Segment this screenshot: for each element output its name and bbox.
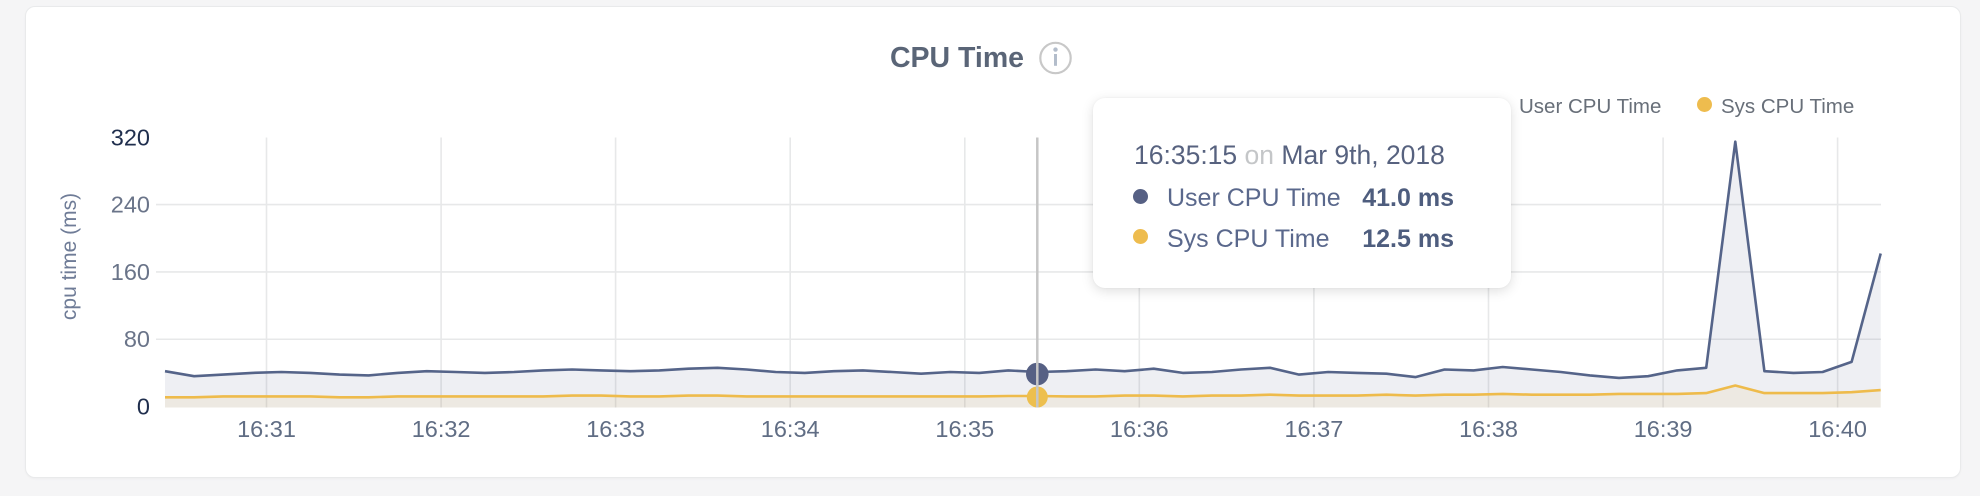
svg-text:16:34: 16:34 (761, 416, 820, 442)
svg-text:16:33: 16:33 (586, 416, 645, 442)
svg-text:cpu time (ms): cpu time (ms) (58, 193, 81, 320)
svg-text:0: 0 (137, 394, 150, 420)
svg-text:16:37: 16:37 (1284, 416, 1343, 442)
svg-text:16:39: 16:39 (1634, 416, 1693, 442)
svg-text:16:32: 16:32 (412, 416, 471, 442)
svg-text:16:31: 16:31 (237, 416, 296, 442)
svg-text:CPU Time: CPU Time (890, 42, 1024, 74)
svg-text:16:38: 16:38 (1459, 416, 1518, 442)
svg-text:240: 240 (111, 192, 150, 218)
svg-text:16:40: 16:40 (1808, 416, 1867, 442)
svg-text:160: 160 (111, 259, 150, 285)
svg-text:16:36: 16:36 (1110, 416, 1169, 442)
svg-text:80: 80 (124, 326, 150, 352)
svg-text:16:35: 16:35 (935, 416, 994, 442)
svg-text:320: 320 (111, 125, 150, 151)
